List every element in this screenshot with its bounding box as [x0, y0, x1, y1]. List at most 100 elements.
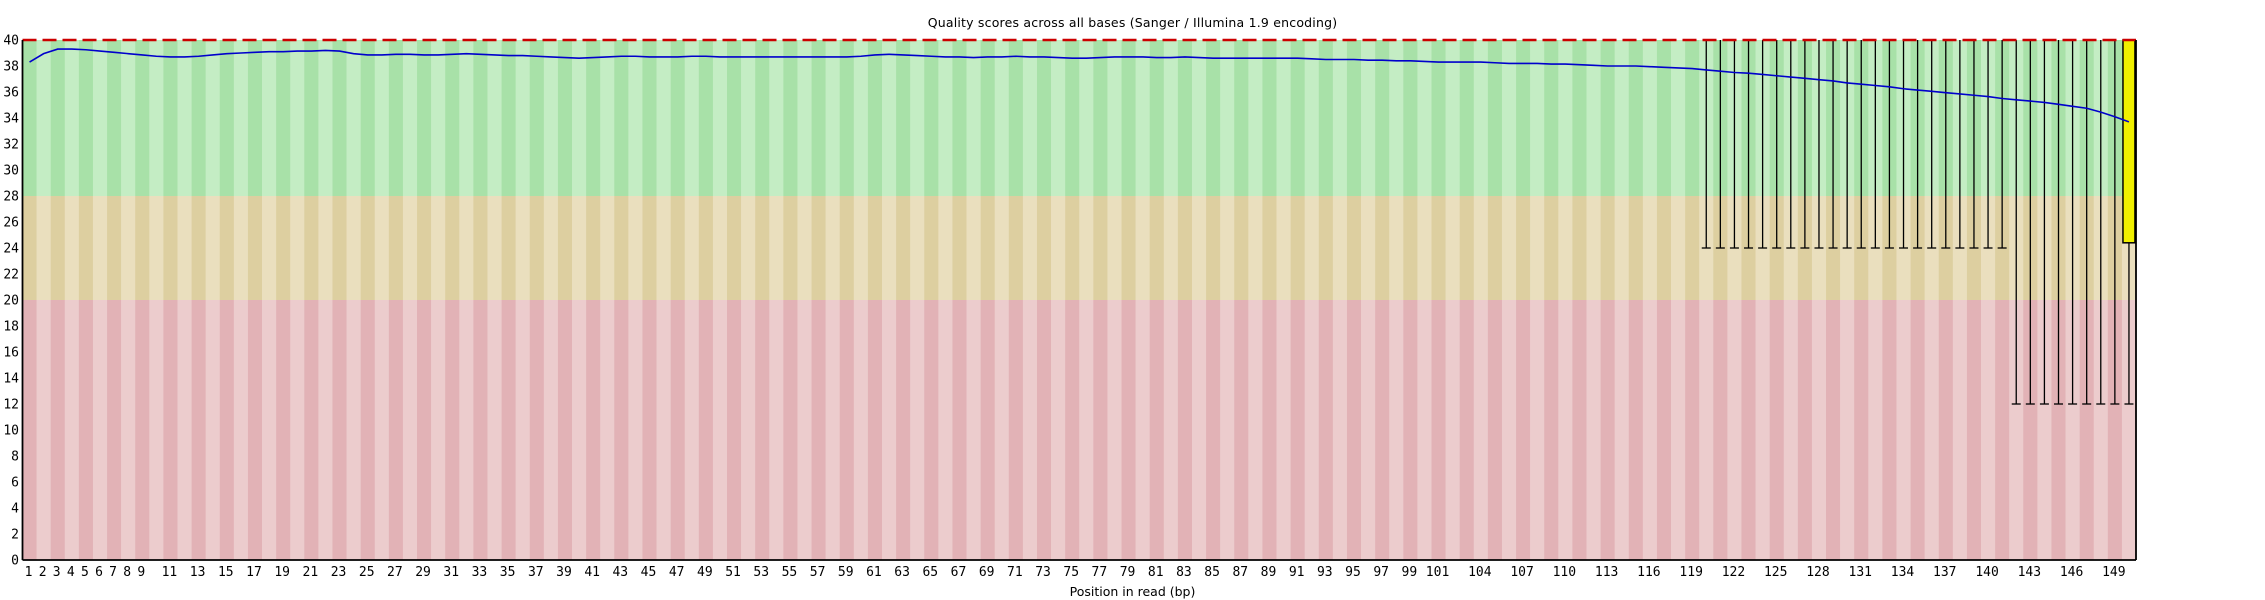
- good-quality-zone-stripe: [1234, 40, 1249, 196]
- good-quality-zone-stripe: [233, 40, 249, 196]
- poor-quality-zone-stripe: [600, 300, 615, 560]
- poor-quality-zone-stripe: [487, 300, 502, 560]
- poor-quality-zone-stripe: [1361, 300, 1376, 560]
- medium-quality-zone-stripe: [966, 196, 981, 300]
- medium-quality-zone-stripe: [1093, 196, 1108, 300]
- y-tick-label: 28: [3, 190, 19, 205]
- medium-quality-zone-stripe: [177, 196, 192, 300]
- good-quality-zone-stripe: [698, 40, 714, 196]
- medium-quality-zone-stripe: [1671, 196, 1686, 300]
- medium-quality-zone-stripe: [1332, 196, 1348, 300]
- medium-quality-zone-stripe: [628, 196, 643, 300]
- good-quality-zone-stripe: [727, 40, 742, 196]
- poor-quality-zone-stripe: [1417, 300, 1432, 560]
- x-tick-label: 83: [1176, 565, 1192, 580]
- x-tick-label: 43: [612, 565, 628, 580]
- good-quality-zone-stripe: [572, 40, 587, 196]
- x-tick-label: 3: [53, 565, 61, 580]
- x-tick-label: 55: [782, 565, 798, 580]
- medium-quality-zone-stripe: [107, 196, 122, 300]
- poor-quality-zone-stripe: [1163, 300, 1179, 560]
- poor-quality-zone-stripe: [1966, 300, 1982, 560]
- x-tick-label: 21: [303, 565, 319, 580]
- y-tick-label: 8: [11, 450, 19, 465]
- chart-title: Quality scores across all bases (Sanger …: [927, 15, 1338, 30]
- good-quality-zone-stripe: [656, 40, 671, 196]
- poor-quality-zone-stripe: [1727, 300, 1742, 560]
- x-tick-label: 35: [500, 565, 516, 580]
- x-tick-label: 89: [1261, 565, 1277, 580]
- x-axis-title: Position in read (bp): [1069, 584, 1196, 599]
- good-quality-zone-stripe: [50, 40, 66, 196]
- medium-quality-zone-stripe: [600, 196, 615, 300]
- good-quality-zone-stripe: [1177, 40, 1193, 196]
- good-quality-zone-stripe: [304, 40, 319, 196]
- y-tick-label: 34: [3, 112, 19, 127]
- poor-quality-zone-stripe: [783, 300, 798, 560]
- medium-quality-zone-stripe: [445, 196, 460, 300]
- poor-quality-zone-stripe: [1685, 300, 1700, 560]
- medium-quality-zone-stripe: [473, 196, 488, 300]
- poor-quality-zone-stripe: [1022, 300, 1038, 560]
- medium-quality-zone-stripe: [318, 196, 333, 300]
- poor-quality-zone-stripe: [1755, 300, 1770, 560]
- x-tick-label: 116: [1637, 565, 1660, 580]
- poor-quality-zone-stripe: [557, 300, 573, 560]
- x-tick-label: 107: [1510, 565, 1533, 580]
- x-tick-label: 77: [1092, 565, 1108, 580]
- good-quality-zone-stripe: [755, 40, 770, 196]
- medium-quality-zone-stripe: [1417, 196, 1432, 300]
- medium-quality-zone-stripe: [867, 196, 883, 300]
- x-tick-label: 2: [39, 565, 47, 580]
- poor-quality-zone-stripe: [1656, 300, 1672, 560]
- poor-quality-zone-stripe: [1487, 300, 1503, 560]
- medium-quality-zone-stripe: [64, 196, 80, 300]
- medium-quality-zone-stripe: [1022, 196, 1038, 300]
- poor-quality-zone-stripe: [614, 300, 629, 560]
- poor-quality-zone-stripe: [290, 300, 305, 560]
- poor-quality-zone-stripe: [459, 300, 474, 560]
- poor-quality-zone-stripe: [896, 300, 911, 560]
- good-quality-zone-stripe: [92, 40, 108, 196]
- medium-quality-zone-stripe: [1473, 196, 1489, 300]
- good-quality-zone-stripe: [1206, 40, 1221, 196]
- x-tick-label: 4: [67, 565, 75, 580]
- poor-quality-zone-stripe: [445, 300, 460, 560]
- y-tick-label: 26: [3, 216, 19, 231]
- poor-quality-zone-stripe: [1741, 300, 1756, 560]
- good-quality-zone-stripe: [459, 40, 474, 196]
- poor-quality-zone-stripe: [1769, 300, 1785, 560]
- x-tick-label: 79: [1120, 565, 1136, 580]
- poor-quality-zone-stripe: [1220, 300, 1235, 560]
- medium-quality-zone-stripe: [1290, 196, 1305, 300]
- poor-quality-zone-stripe: [205, 300, 221, 560]
- poor-quality-zone-stripe: [22, 300, 37, 560]
- poor-quality-zone-stripe: [1036, 300, 1052, 560]
- poor-quality-zone-stripe: [712, 300, 728, 560]
- good-quality-zone-stripe: [121, 40, 136, 196]
- poor-quality-zone-stripe: [2037, 300, 2052, 560]
- good-quality-zone-stripe: [247, 40, 263, 196]
- poor-quality-zone-stripe: [304, 300, 319, 560]
- medium-quality-zone-stripe: [769, 196, 784, 300]
- poor-quality-zone-stripe: [769, 300, 784, 560]
- medium-quality-zone-stripe: [233, 196, 249, 300]
- poor-quality-zone-stripe: [755, 300, 770, 560]
- x-tick-label: 146: [2060, 565, 2083, 580]
- x-tick-label: 6: [95, 565, 103, 580]
- good-quality-zone-stripe: [36, 40, 51, 196]
- x-tick-label: 67: [951, 565, 967, 580]
- poor-quality-zone-stripe: [1783, 300, 1799, 560]
- poor-quality-zone-stripe: [1811, 300, 1827, 560]
- good-quality-zone-stripe: [586, 40, 601, 196]
- good-quality-zone-stripe: [853, 40, 869, 196]
- poor-quality-zone-stripe: [318, 300, 333, 560]
- poor-quality-zone-stripe: [50, 300, 66, 560]
- good-quality-zone-stripe: [712, 40, 728, 196]
- poor-quality-zone-stripe: [1403, 300, 1418, 560]
- poor-quality-zone-stripe: [1544, 300, 1559, 560]
- poor-quality-zone-stripe: [1797, 300, 1813, 560]
- medium-quality-zone-stripe: [121, 196, 136, 300]
- x-tick-label: 53: [753, 565, 769, 580]
- poor-quality-zone-stripe: [1234, 300, 1249, 560]
